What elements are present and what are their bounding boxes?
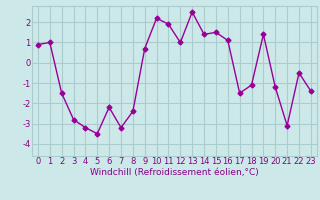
X-axis label: Windchill (Refroidissement éolien,°C): Windchill (Refroidissement éolien,°C) bbox=[90, 168, 259, 177]
